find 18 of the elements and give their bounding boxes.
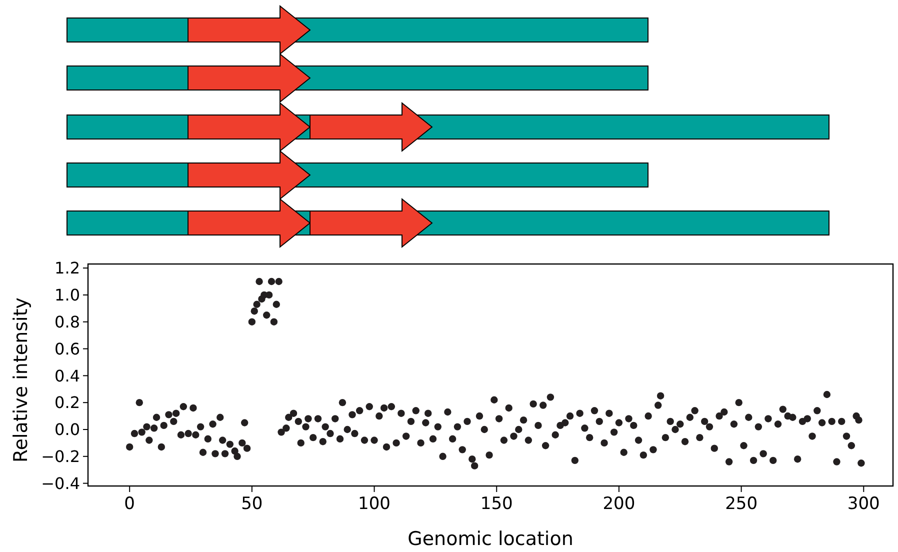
x-axis-title: Genomic location [408,528,574,550]
x-tick-label: 50 [241,494,263,514]
y-tick-label: 0.0 [54,420,80,440]
x-tick-label: 150 [480,494,513,514]
y-tick-label: −0.2 [41,447,80,466]
y-tick-label: 0.8 [54,312,80,332]
y-axis-title: Relative intensity [10,297,32,463]
y-tick-label: 0.6 [54,339,80,358]
y-tick-label: 0.2 [54,393,80,412]
x-tick-label: 100 [358,494,391,514]
y-tick-label: 0.4 [54,366,80,386]
y-tick-label: 1.0 [54,286,80,305]
x-tick-label: 250 [725,494,758,514]
y-tick-label: 1.2 [54,258,80,278]
x-tick-label: 200 [602,494,636,514]
y-tick-label: −0.4 [41,474,80,493]
x-tick-label: 300 [847,494,880,514]
x-tick-label: 0 [124,494,136,514]
